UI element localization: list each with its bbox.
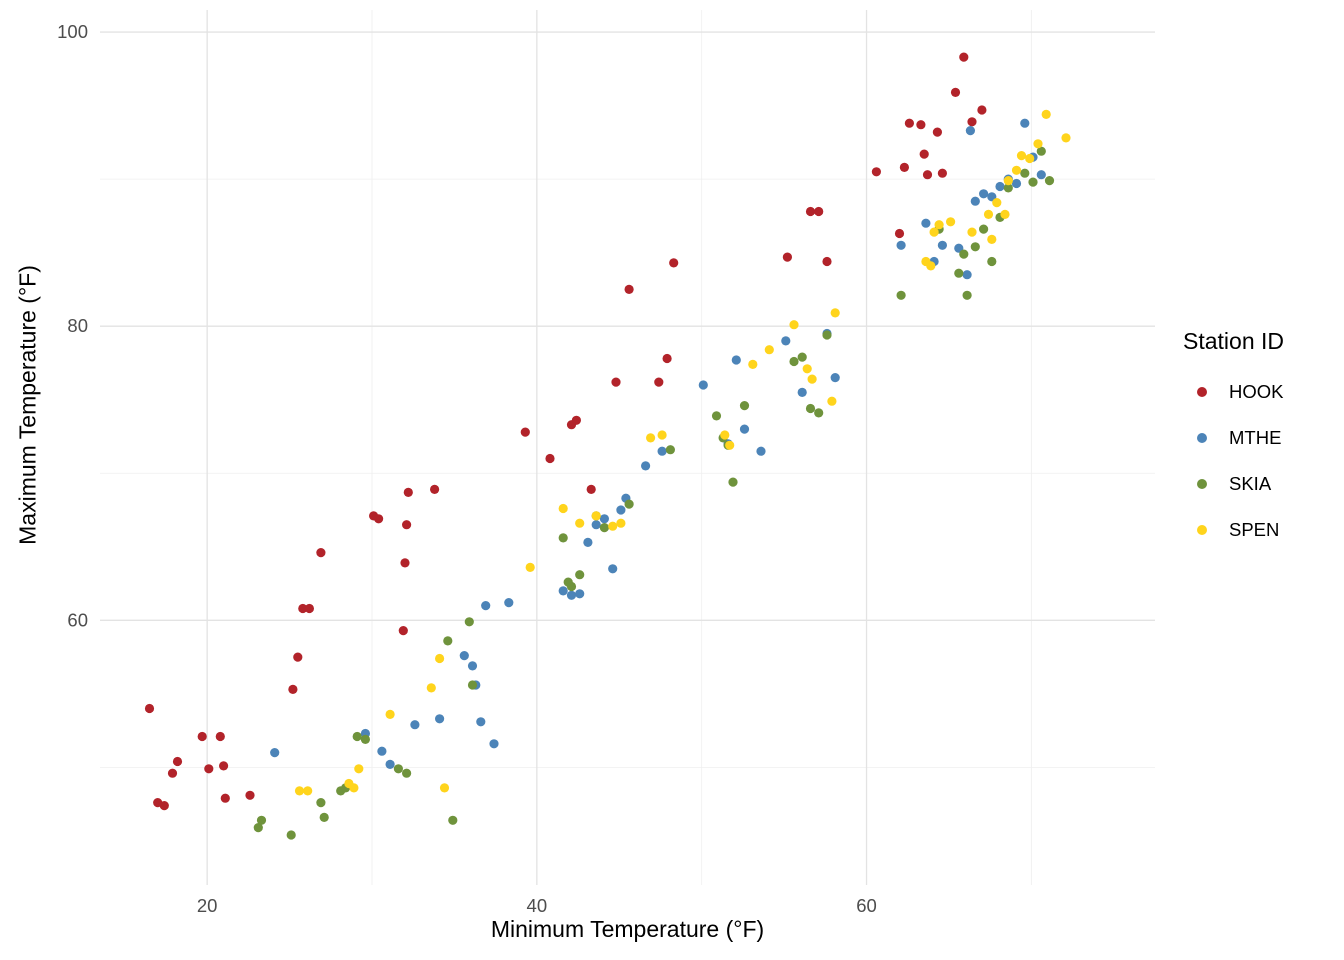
legend-item-mthe: MTHE bbox=[1183, 415, 1284, 461]
svg-text:60: 60 bbox=[67, 609, 88, 630]
legend-item-hook: HOOK bbox=[1183, 369, 1284, 415]
data-points bbox=[144, 52, 1071, 840]
svg-text:80: 80 bbox=[67, 315, 88, 336]
svg-text:20: 20 bbox=[197, 895, 218, 916]
svg-text:60: 60 bbox=[856, 895, 877, 916]
y-axis-tick-labels: 60 80 100 bbox=[57, 21, 88, 630]
legend-item-spen: SPEN bbox=[1183, 507, 1284, 553]
legend-dot-hook bbox=[1197, 387, 1207, 397]
legend-title: Station ID bbox=[1183, 328, 1284, 354]
legend-dot-mthe bbox=[1197, 433, 1207, 443]
legend-dot-spen bbox=[1197, 525, 1207, 535]
gridlines-minor bbox=[100, 10, 1155, 885]
gridlines-major bbox=[100, 10, 1155, 885]
legend: Station ID HOOK MTHE SKIA SPEN bbox=[1183, 328, 1284, 553]
svg-text:100: 100 bbox=[57, 21, 88, 42]
legend-label-mthe: MTHE bbox=[1229, 427, 1282, 448]
x-axis-tick-labels: 20 40 60 bbox=[197, 895, 877, 916]
legend-label-skia: SKIA bbox=[1229, 473, 1272, 494]
legend-item-skia: SKIA bbox=[1183, 461, 1284, 507]
y-axis-title: Maximum Temperature (°F) bbox=[14, 265, 41, 545]
legend-dot-skia bbox=[1197, 479, 1207, 489]
x-axis-title: Minimum Temperature (°F) bbox=[490, 916, 765, 942]
svg-text:40: 40 bbox=[527, 895, 548, 916]
legend-label-hook: HOOK bbox=[1229, 381, 1284, 402]
legend-label-spen: SPEN bbox=[1229, 519, 1280, 540]
